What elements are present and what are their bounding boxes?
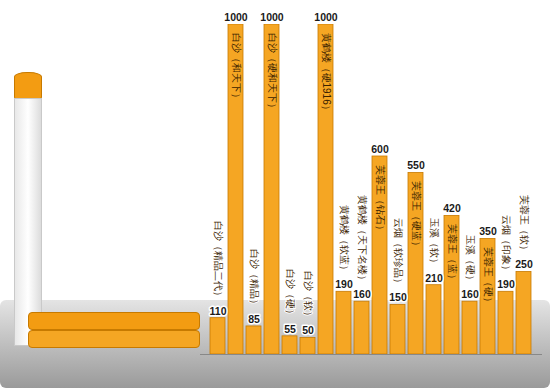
svg-text:250: 250 — [515, 258, 533, 270]
svg-text:150: 150 — [389, 291, 407, 303]
svg-text:白沙（精品二代）: 白沙（精品二代） — [213, 221, 224, 301]
svg-text:50: 50 — [302, 324, 314, 336]
svg-text:白沙（硬和天下）: 白沙（硬和天下） — [267, 33, 278, 113]
svg-text:黄鹤楼（硬1916）: 黄鹤楼（硬1916） — [321, 33, 332, 115]
svg-text:芙蓉王（钻石）: 芙蓉王（钻石） — [375, 165, 386, 235]
svg-text:白沙（软）: 白沙（软） — [303, 271, 314, 321]
svg-text:玉溪（软）: 玉溪（软） — [429, 218, 440, 268]
svg-text:芙蓉王（蓝）: 芙蓉王（蓝） — [447, 224, 458, 284]
svg-text:黄鹤楼（天下名楼）: 黄鹤楼（天下名楼） — [357, 195, 368, 285]
svg-text:110: 110 — [210, 305, 227, 317]
svg-text:云烟（印象）: 云烟（印象） — [501, 215, 512, 275]
svg-text:160: 160 — [461, 288, 479, 300]
svg-text:420: 420 — [443, 202, 461, 214]
svg-text:55: 55 — [284, 323, 296, 335]
svg-text:芙蓉王（软）: 芙蓉王（软） — [519, 195, 530, 255]
svg-text:白沙（硬）: 白沙（硬） — [285, 269, 296, 319]
svg-text:白沙（精品）: 白沙（精品） — [249, 249, 260, 309]
svg-text:85: 85 — [248, 313, 260, 325]
svg-text:1000: 1000 — [260, 11, 284, 23]
svg-text:190: 190 — [497, 278, 515, 290]
svg-text:云烟（软珍品）: 云烟（软珍品） — [393, 218, 404, 288]
svg-text:芙蓉王（硬）: 芙蓉王（硬） — [483, 247, 494, 307]
svg-text:黄鹤楼（软蓝）: 黄鹤楼（软蓝） — [339, 205, 350, 275]
svg-text:350: 350 — [479, 225, 497, 237]
svg-text:210: 210 — [425, 272, 443, 284]
svg-text:玉溪（硬）: 玉溪（硬） — [465, 235, 476, 285]
svg-text:芙蓉王（硬蓝）: 芙蓉王（硬蓝） — [411, 181, 422, 251]
svg-text:600: 600 — [371, 143, 389, 155]
svg-text:白沙（和天下）: 白沙（和天下） — [231, 33, 242, 103]
svg-text:160: 160 — [353, 288, 371, 300]
svg-text:190: 190 — [335, 278, 353, 290]
svg-text:1000: 1000 — [224, 11, 248, 23]
svg-text:1000: 1000 — [314, 11, 338, 23]
svg-text:550: 550 — [407, 159, 425, 171]
